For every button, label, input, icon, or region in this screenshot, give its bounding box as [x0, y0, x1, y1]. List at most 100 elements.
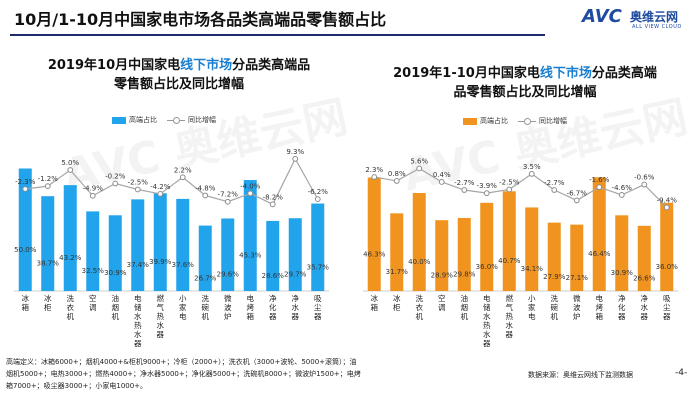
growth-point	[596, 184, 603, 191]
page-number: -4-	[675, 368, 688, 378]
title-rule	[10, 34, 545, 36]
growth-point	[292, 155, 299, 162]
bar-value-label: 28.6%	[262, 272, 285, 280]
growth-point	[179, 174, 186, 181]
growth-value-label: -4.8%	[195, 184, 216, 192]
growth-point	[573, 197, 580, 204]
bar-value-label: 43.2%	[59, 254, 82, 262]
growth-point	[202, 192, 209, 199]
left-chart-title: 2019年10月中国家电线下市场分品类高端品 零售额占比及同比增幅	[14, 56, 344, 94]
bar	[86, 211, 100, 291]
growth-value-label: -2.5%	[499, 179, 520, 187]
x-tick-label: 燃气热水器	[506, 293, 514, 339]
growth-value-label: -6.7%	[567, 189, 588, 197]
x-tick-label: 净化器	[269, 293, 277, 321]
legend-label-line: 同比增幅	[539, 117, 567, 125]
bar-value-label: 31.7%	[386, 268, 409, 276]
bar	[266, 220, 280, 291]
growth-point	[641, 181, 648, 188]
bar-value-label: 27.9%	[543, 273, 566, 281]
x-tick-label: 洗衣机	[67, 293, 75, 321]
bar	[525, 207, 539, 291]
bar-value-label: 35.7%	[307, 263, 330, 271]
bar-value-label: 40.7%	[498, 257, 521, 265]
data-source: 数据来源：奥维云网线下监测数据	[528, 371, 633, 379]
growth-value-label: -1.6%	[589, 176, 610, 184]
growth-point	[416, 165, 423, 172]
bar	[570, 224, 584, 291]
x-tick-label: 吸尘器	[663, 294, 671, 321]
x-tick-label: 洗碗机	[202, 293, 210, 321]
growth-value-label: -4.6%	[612, 184, 633, 192]
right-title-highlight: 线下市场	[539, 66, 592, 81]
x-tick-label: 净化器	[618, 293, 626, 321]
growth-value-label: -2.5%	[128, 179, 149, 187]
right-title-line2: 品零售额占比及同比增幅	[453, 85, 597, 100]
legend-label-bar: 高端占比	[480, 117, 508, 125]
growth-point	[22, 186, 29, 192]
growth-point	[224, 198, 231, 205]
x-tick-label: 洗衣机	[416, 293, 424, 321]
bar-value-label: 37.4%	[127, 261, 150, 269]
legend-swatch-bar	[112, 116, 126, 124]
bar	[435, 220, 449, 291]
growth-line	[374, 167, 668, 208]
bar	[198, 225, 212, 291]
x-tick-label: 冰箱	[22, 293, 30, 312]
bar	[41, 196, 55, 291]
left-combo-chart: 50.0% 冰箱 38.7% 冰柜 43.2% 洗衣机 32.5% 空调 30.9% 油烟机 37.…	[14, 148, 330, 348]
bar	[243, 180, 257, 291]
growth-value-label: -2.3%	[15, 178, 36, 186]
growth-value-label: -4.0%	[240, 182, 261, 190]
growth-value-label: 9.3%	[286, 148, 304, 156]
growth-value-label: 5.0%	[61, 159, 79, 167]
bar-value-label: 40.0%	[408, 258, 431, 266]
x-tick-label: 燃气热水器	[157, 293, 165, 339]
bar	[153, 193, 167, 291]
growth-point	[483, 190, 490, 197]
footnote: 高端定义：冰箱6000+；烟机4000+&柜机9000+；冷柜（2000+）；洗…	[6, 358, 361, 390]
bar	[502, 191, 516, 291]
logo-brand: AVC	[582, 6, 622, 27]
bar	[131, 199, 145, 291]
bar	[18, 168, 32, 291]
x-tick-label: 冰柜	[44, 293, 52, 312]
right-title-part3: 分品类高端	[591, 66, 657, 81]
growth-value-label: -7.2%	[218, 191, 239, 199]
bar	[390, 213, 404, 291]
bar-value-label: 26.7%	[194, 274, 217, 282]
growth-point	[551, 187, 558, 193]
right-chart-title: 2019年1-10月中国家电线下市场分品类高端 品零售额占比及同比增幅	[360, 64, 690, 102]
bar	[592, 177, 606, 291]
growth-point	[247, 190, 254, 197]
bar	[637, 225, 651, 291]
growth-point	[528, 171, 535, 177]
growth-point	[67, 167, 74, 173]
bar-value-label: 34.1%	[521, 265, 544, 273]
growth-value-label: -8.2%	[263, 193, 284, 201]
bar	[412, 193, 426, 291]
bar-value-label: 46.3%	[363, 250, 386, 258]
growth-value-label: -0.2%	[105, 173, 126, 181]
x-tick-label: 冰箱	[371, 293, 379, 312]
bar-value-label: 29.8%	[453, 270, 476, 278]
growth-point	[314, 196, 321, 203]
growth-point	[157, 191, 164, 197]
header-bar: 10月/1-10月中国家电市场各品类高端品零售额占比 AVC 奥维云网 ALL …	[0, 0, 700, 40]
left-title-part1: 2019年10月中国家电	[47, 58, 181, 73]
bar	[480, 202, 494, 291]
x-tick-label: 电储水热水器	[134, 293, 142, 348]
bar-value-label: 26.6%	[633, 274, 656, 282]
x-tick-label: 空调	[438, 293, 446, 312]
bar-value-label: 36.0%	[656, 263, 679, 271]
growth-point	[461, 187, 468, 193]
growth-value-label: -0.6%	[634, 174, 655, 182]
legend-label-bar: 高端占比	[129, 116, 157, 124]
growth-point	[269, 201, 276, 208]
growth-point	[44, 183, 51, 190]
growth-value-label: 5.6%	[410, 157, 428, 165]
logo-cn: 奥维云网	[630, 10, 679, 24]
bar	[176, 198, 190, 291]
right-combo-chart: 46.3% 冰箱 31.7% 冰柜 40.0% 洗衣机 28.9% 空调 29.8% 油烟机 36.…	[363, 157, 679, 348]
bar-value-label: 27.1%	[566, 274, 589, 282]
